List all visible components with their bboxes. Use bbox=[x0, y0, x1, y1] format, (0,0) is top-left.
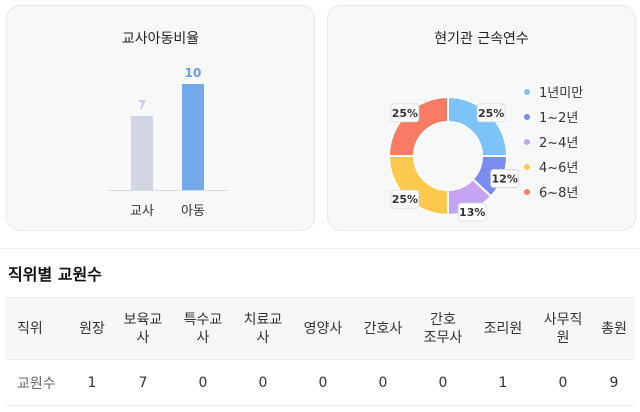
legend-label: 6~8년 bbox=[539, 186, 579, 201]
table-cell: 0 bbox=[292, 359, 353, 406]
header-line: 조무사 bbox=[423, 329, 463, 346]
teacher-child-ratio-card: 교사아동비율 7 교사 10 아동 bbox=[6, 5, 315, 231]
ratio-bar-label: 아동 bbox=[181, 204, 205, 219]
header-line: 보육교 bbox=[123, 311, 163, 328]
donut-percent-text: 12% bbox=[492, 172, 518, 185]
section-divider bbox=[0, 248, 640, 249]
donut-percent-label: 12% bbox=[490, 169, 520, 188]
donut-percent-text: 13% bbox=[459, 206, 485, 219]
table-header-cell: 보육교 사 bbox=[112, 297, 173, 360]
header-line: 총원 bbox=[601, 320, 627, 337]
table-cell: 0 bbox=[533, 359, 594, 406]
header-line: 사 bbox=[196, 329, 210, 346]
table-header-cell: 치료교 사 bbox=[232, 297, 293, 360]
ratio-card-title: 교사아동비율 bbox=[121, 31, 200, 47]
table-header-cell: 조리원 bbox=[472, 297, 533, 360]
ratio-bar-label: 교사 bbox=[130, 204, 154, 219]
table-cell: 1 bbox=[71, 359, 113, 406]
ratio-bar-value: 10 bbox=[184, 66, 202, 80]
section-title: 직위별 교원수 bbox=[8, 265, 102, 284]
tenure-card: 현기관 근속연수 25% 12% 13% 25% 25% 1년미만 1~2년 2~4년 4~6… bbox=[327, 5, 636, 231]
legend-label: 2~4년 bbox=[539, 136, 579, 151]
legend-label: 4~6년 bbox=[539, 161, 579, 176]
table-row: 교원수 1 7 0 0 0 0 0 1 0 9 bbox=[5, 359, 635, 406]
table-header-cell: 총원 bbox=[593, 297, 635, 360]
header-line: 원장 bbox=[79, 320, 105, 337]
legend-item: 2~4년 bbox=[524, 129, 583, 154]
donut-percent-text: 25% bbox=[392, 193, 418, 206]
donut-percent-label: 25% bbox=[476, 103, 506, 123]
table-cell: 0 bbox=[232, 359, 293, 406]
header-line: 사무직 bbox=[543, 311, 583, 328]
ratio-bar-0 bbox=[131, 116, 153, 190]
table-header-cell: 사무직 원 bbox=[533, 297, 594, 360]
table-cell: 7 bbox=[112, 359, 173, 406]
header-line: 원 bbox=[556, 329, 570, 346]
header-line: 사 bbox=[136, 329, 150, 346]
header-line: 간호사 bbox=[363, 320, 403, 337]
tenure-donut-chart: 25% 12% 13% 25% 25% bbox=[387, 95, 520, 222]
legend-item: 1~2년 bbox=[524, 104, 583, 129]
table-header-cell: 직위 bbox=[5, 297, 71, 360]
donut-slice-4 bbox=[387, 95, 449, 157]
tenure-card-title: 현기관 근속연수 bbox=[434, 31, 529, 47]
legend-dot-icon bbox=[524, 88, 530, 95]
table-cell: 0 bbox=[352, 359, 413, 406]
legend-dot-icon bbox=[524, 138, 530, 145]
header-line: 조리원 bbox=[483, 320, 523, 337]
table-header-cell: 간호사 bbox=[352, 297, 413, 360]
donut-percent-label: 13% bbox=[457, 202, 487, 222]
header-line: 치료교 bbox=[243, 311, 283, 328]
table-cell: 0 bbox=[412, 359, 473, 406]
ratio-chart-baseline bbox=[107, 190, 228, 191]
table-cell: 9 bbox=[593, 359, 635, 406]
donut-percent-text: 25% bbox=[478, 107, 504, 120]
table-header-row: 직위 원장 보육교 사 특수교 사 치료교 사 영양사 간호사 간호 조무사 조리원 사무직 원 총원 bbox=[5, 297, 635, 360]
donut-percent-text: 25% bbox=[392, 107, 418, 120]
legend-item: 6~8년 bbox=[524, 179, 583, 204]
tenure-legend: 1년미만 1~2년 2~4년 4~6년 6~8년 bbox=[524, 79, 583, 204]
header-line: 특수교 bbox=[183, 311, 223, 328]
table-row-label: 교원수 bbox=[5, 359, 71, 406]
legend-item: 1년미만 bbox=[524, 79, 583, 104]
header-line: 영양사 bbox=[303, 320, 343, 337]
legend-dot-icon bbox=[524, 188, 530, 195]
table-header-cell: 특수교 사 bbox=[172, 297, 233, 360]
header-line: 간호 bbox=[430, 311, 456, 328]
table-header-cell: 영양사 bbox=[292, 297, 353, 360]
staff-count-table: 직위 원장 보육교 사 특수교 사 치료교 사 영양사 간호사 간호 조무사 조리원 사무직 원 총원 교원수… bbox=[5, 297, 635, 406]
table-cell: 0 bbox=[172, 359, 233, 406]
table-cell: 1 bbox=[472, 359, 533, 406]
donut-percent-label: 25% bbox=[390, 103, 420, 123]
ratio-bar-value: 7 bbox=[137, 98, 147, 112]
table-header-cell: 간호 조무사 bbox=[412, 297, 473, 360]
legend-dot-icon bbox=[524, 163, 530, 170]
legend-label: 1~2년 bbox=[539, 111, 579, 126]
ratio-bar-1 bbox=[182, 84, 204, 190]
legend-label: 1년미만 bbox=[539, 86, 584, 101]
legend-dot-icon bbox=[524, 113, 530, 120]
table-header-cell: 원장 bbox=[71, 297, 113, 360]
header-line: 사 bbox=[256, 329, 270, 346]
donut-percent-label: 25% bbox=[390, 189, 420, 209]
legend-item: 4~6년 bbox=[524, 154, 583, 179]
